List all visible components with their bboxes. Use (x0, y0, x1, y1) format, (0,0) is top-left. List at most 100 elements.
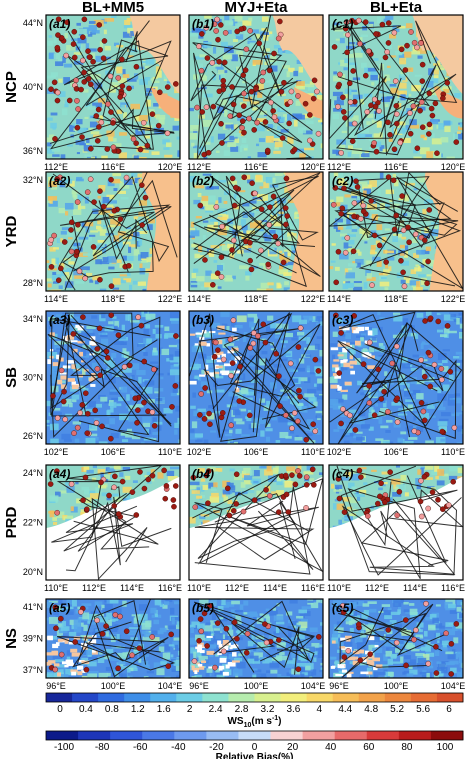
station-marker (230, 101, 237, 108)
station-marker (226, 512, 233, 519)
station-marker (75, 106, 81, 112)
station-marker (58, 265, 64, 272)
station-marker (354, 184, 361, 190)
station-marker (350, 68, 356, 74)
station-marker (426, 131, 432, 137)
station-marker (96, 124, 102, 130)
station-marker (275, 240, 281, 247)
colorbar-swatch (332, 693, 360, 702)
station-marker (97, 276, 103, 283)
map-panel (329, 15, 463, 159)
station-marker (141, 399, 147, 406)
lon-tick-label: 96°E (329, 681, 349, 691)
station-marker (99, 423, 105, 430)
lon-tick-label: 100°E (384, 681, 409, 691)
station-marker (429, 489, 436, 496)
station-marker (149, 111, 156, 117)
station-marker (251, 330, 257, 336)
lon-tick-label: 110°E (44, 583, 68, 593)
station-marker (297, 325, 304, 331)
station-marker (267, 204, 273, 210)
station-marker (90, 244, 97, 250)
lon-tick-label: 114°E (263, 583, 287, 593)
station-marker (365, 48, 372, 54)
lon-tick-label: 120°E (158, 162, 183, 172)
station-marker (453, 139, 460, 145)
station-marker (398, 46, 405, 53)
station-marker (342, 25, 349, 32)
station-marker (149, 409, 156, 415)
colorbar-bias-label: Relative Bias(%) (216, 752, 294, 759)
station-marker (423, 600, 429, 607)
panel-frame (45, 310, 181, 445)
station-marker (347, 412, 353, 419)
station-marker (58, 35, 65, 41)
station-marker (439, 376, 445, 383)
colorbar-swatch (384, 693, 412, 702)
colorbar-swatch (46, 693, 73, 702)
station-marker (217, 22, 224, 28)
colorbar-ws-tick: 1.6 (157, 704, 171, 715)
station-marker (74, 424, 81, 431)
station-marker (425, 349, 432, 356)
station-marker (330, 201, 337, 208)
station-marker (338, 210, 344, 217)
station-marker (339, 205, 346, 212)
colorbar-swatch (254, 693, 282, 702)
station-marker (427, 383, 433, 390)
station-marker (336, 495, 343, 502)
station-marker (94, 617, 100, 624)
station-marker (283, 472, 289, 479)
lon-tick-label: 110°E (301, 447, 325, 457)
station-marker (366, 400, 373, 406)
station-marker (368, 198, 374, 204)
panel-label: (a4) (49, 467, 70, 481)
station-marker (418, 400, 425, 406)
station-marker (106, 492, 112, 499)
panel-label: (a1) (49, 17, 70, 31)
station-marker (309, 466, 316, 473)
station-marker (108, 109, 114, 115)
lat-tick-label: 32°N (23, 175, 43, 185)
station-marker (251, 497, 258, 503)
station-marker (342, 115, 348, 121)
station-marker (256, 40, 263, 47)
station-marker (221, 59, 228, 66)
station-marker (260, 69, 266, 76)
station-marker (381, 388, 387, 395)
lon-tick-label: 112°E (225, 583, 249, 593)
station-marker (88, 81, 94, 88)
station-marker (241, 129, 247, 136)
station-marker (420, 408, 427, 415)
station-marker (397, 139, 403, 146)
station-marker (408, 29, 414, 35)
station-marker (246, 115, 252, 122)
station-marker (371, 412, 378, 418)
station-marker (115, 332, 122, 338)
station-marker (341, 509, 348, 515)
station-marker (371, 140, 377, 146)
panel-label: (b2) (192, 174, 214, 188)
station-marker (246, 412, 253, 419)
station-marker (85, 48, 91, 54)
station-marker (376, 242, 383, 249)
station-marker (356, 17, 362, 24)
panel-label: (c3) (332, 313, 353, 327)
station-marker (428, 105, 435, 112)
station-marker (347, 99, 354, 105)
station-marker (55, 277, 62, 283)
station-marker (362, 72, 369, 79)
station-marker (58, 651, 65, 658)
station-marker (229, 247, 235, 253)
station-marker (201, 416, 208, 422)
station-marker (385, 40, 392, 46)
station-marker (112, 473, 118, 480)
station-marker (216, 58, 222, 65)
station-marker (196, 637, 202, 644)
station-marker (168, 631, 174, 638)
lat-tick-label: 28°N (23, 278, 43, 288)
station-marker (163, 483, 170, 489)
colorbar-bias-tick: -100 (54, 742, 74, 753)
colorbar-swatch (46, 731, 79, 740)
lon-tick-label: 112°E (82, 583, 106, 593)
